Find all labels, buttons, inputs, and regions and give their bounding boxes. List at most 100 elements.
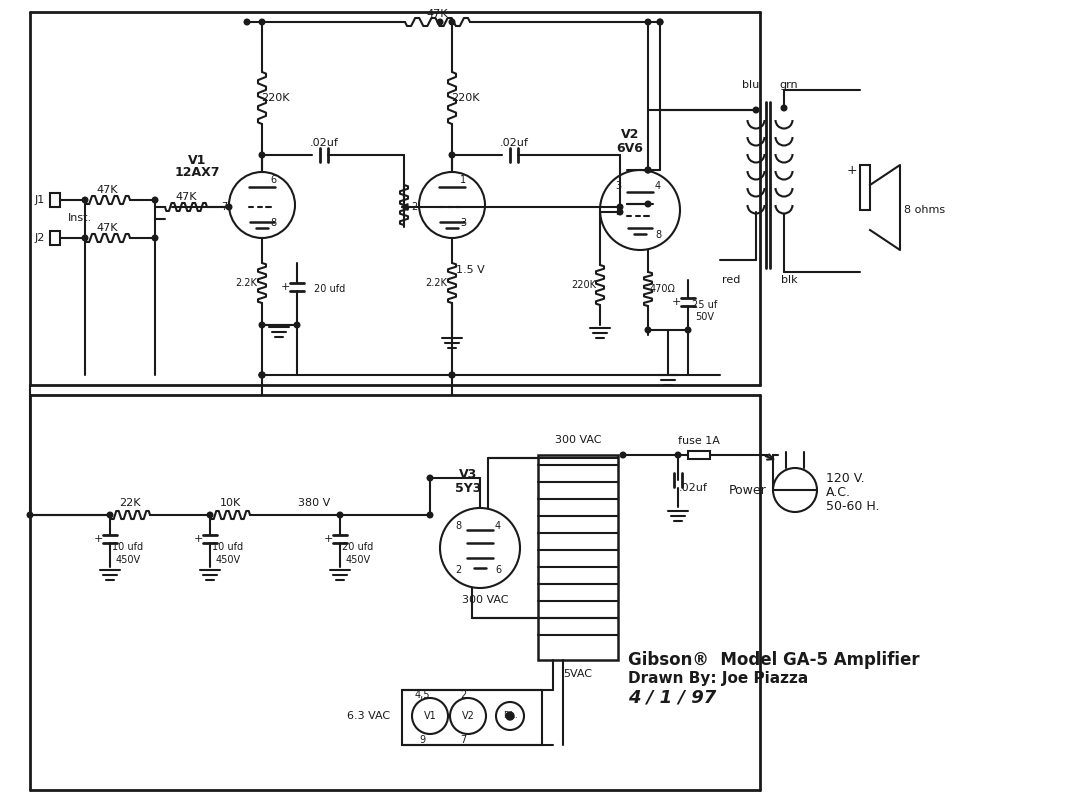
Text: +: + bbox=[671, 297, 681, 307]
Text: V2: V2 bbox=[621, 129, 639, 142]
Text: 50-60 H.: 50-60 H. bbox=[826, 499, 879, 513]
Circle shape bbox=[337, 512, 343, 518]
Text: +: + bbox=[847, 163, 857, 177]
Circle shape bbox=[259, 372, 265, 378]
Circle shape bbox=[427, 475, 433, 481]
Circle shape bbox=[259, 322, 265, 328]
Text: 10K: 10K bbox=[220, 498, 241, 508]
Text: 12AX7: 12AX7 bbox=[174, 166, 220, 179]
Text: +: + bbox=[323, 534, 333, 544]
Text: 3: 3 bbox=[615, 181, 621, 191]
Text: 50V: 50V bbox=[696, 312, 715, 322]
Text: 1: 1 bbox=[460, 175, 466, 185]
Text: grn: grn bbox=[780, 80, 798, 90]
Text: 20 ufd: 20 ufd bbox=[314, 284, 346, 294]
Bar bbox=[688, 451, 710, 459]
Text: V3: V3 bbox=[459, 469, 477, 482]
Text: 380 V: 380 V bbox=[298, 498, 330, 508]
Text: 450V: 450V bbox=[216, 555, 240, 565]
Circle shape bbox=[259, 372, 265, 378]
Circle shape bbox=[753, 107, 759, 113]
Text: 2: 2 bbox=[460, 690, 466, 700]
Text: 220K: 220K bbox=[260, 93, 289, 103]
Text: 4: 4 bbox=[495, 521, 501, 531]
Text: blk: blk bbox=[781, 275, 797, 285]
Circle shape bbox=[207, 512, 212, 518]
Text: V1: V1 bbox=[188, 154, 206, 166]
Circle shape bbox=[781, 106, 786, 110]
Text: 5: 5 bbox=[615, 207, 621, 217]
Circle shape bbox=[617, 210, 623, 214]
Text: 2: 2 bbox=[455, 565, 461, 575]
Text: 6: 6 bbox=[270, 175, 276, 185]
Circle shape bbox=[675, 452, 681, 458]
Bar bbox=[402, 690, 542, 745]
Circle shape bbox=[685, 327, 690, 333]
Text: 10 ufd: 10 ufd bbox=[212, 542, 243, 552]
Text: blu: blu bbox=[743, 80, 760, 90]
Text: J1: J1 bbox=[35, 195, 45, 205]
Text: 6.3 VAC: 6.3 VAC bbox=[347, 711, 391, 721]
Bar bbox=[860, 165, 870, 210]
Text: 20 ufd: 20 ufd bbox=[343, 542, 373, 552]
Text: V1: V1 bbox=[424, 711, 436, 721]
Text: +: + bbox=[281, 282, 289, 292]
Text: 47K: 47K bbox=[96, 185, 117, 195]
Text: 6V6: 6V6 bbox=[617, 142, 643, 154]
Text: 6: 6 bbox=[495, 565, 501, 575]
Circle shape bbox=[437, 19, 443, 25]
Circle shape bbox=[646, 167, 651, 173]
Text: red: red bbox=[721, 275, 740, 285]
Text: 300 VAC: 300 VAC bbox=[555, 435, 601, 445]
Circle shape bbox=[646, 327, 651, 333]
Circle shape bbox=[27, 512, 33, 518]
Circle shape bbox=[646, 202, 651, 206]
Text: 10 ufd: 10 ufd bbox=[112, 542, 144, 552]
Circle shape bbox=[153, 198, 158, 202]
Circle shape bbox=[82, 198, 87, 202]
Circle shape bbox=[449, 152, 455, 158]
Text: A.C.: A.C. bbox=[826, 486, 851, 498]
Bar bbox=[50, 231, 60, 245]
Text: .02uf: .02uf bbox=[679, 483, 707, 493]
Text: 8: 8 bbox=[455, 521, 461, 531]
Text: 7: 7 bbox=[460, 735, 466, 745]
Circle shape bbox=[427, 512, 433, 518]
Text: J2: J2 bbox=[34, 233, 45, 243]
Circle shape bbox=[107, 512, 113, 518]
Text: 2: 2 bbox=[411, 202, 417, 212]
Text: 25 uf: 25 uf bbox=[692, 300, 718, 310]
Text: 22K: 22K bbox=[120, 498, 141, 508]
Text: .02uf: .02uf bbox=[499, 138, 528, 148]
Text: 2.2K: 2.2K bbox=[425, 278, 447, 288]
Circle shape bbox=[646, 19, 651, 25]
Text: 8: 8 bbox=[655, 230, 662, 240]
Text: 9: 9 bbox=[419, 735, 425, 745]
Circle shape bbox=[617, 204, 623, 210]
Text: 4 / 1 / 97: 4 / 1 / 97 bbox=[628, 688, 716, 706]
Text: V2: V2 bbox=[462, 711, 475, 721]
Text: 8: 8 bbox=[270, 218, 276, 228]
Circle shape bbox=[294, 322, 300, 328]
Circle shape bbox=[506, 712, 514, 720]
Text: +: + bbox=[93, 534, 102, 544]
Text: fuse 1A: fuse 1A bbox=[678, 436, 720, 446]
Circle shape bbox=[82, 235, 87, 241]
Text: 450V: 450V bbox=[115, 555, 141, 565]
Text: Power: Power bbox=[729, 483, 767, 497]
Text: Inst.: Inst. bbox=[68, 213, 92, 223]
Circle shape bbox=[259, 19, 265, 25]
Text: 5VAC: 5VAC bbox=[563, 669, 592, 679]
Text: 300 VAC: 300 VAC bbox=[462, 595, 508, 605]
Circle shape bbox=[449, 372, 455, 378]
Text: 47K: 47K bbox=[96, 223, 117, 233]
Text: 2.2K: 2.2K bbox=[235, 278, 257, 288]
Text: 4,5: 4,5 bbox=[414, 690, 430, 700]
Circle shape bbox=[449, 372, 455, 378]
Text: 1.5 V: 1.5 V bbox=[456, 265, 484, 275]
Text: 4: 4 bbox=[655, 181, 662, 191]
Text: 220K: 220K bbox=[450, 93, 479, 103]
Circle shape bbox=[657, 19, 663, 25]
Circle shape bbox=[259, 152, 265, 158]
Text: 450V: 450V bbox=[346, 555, 370, 565]
